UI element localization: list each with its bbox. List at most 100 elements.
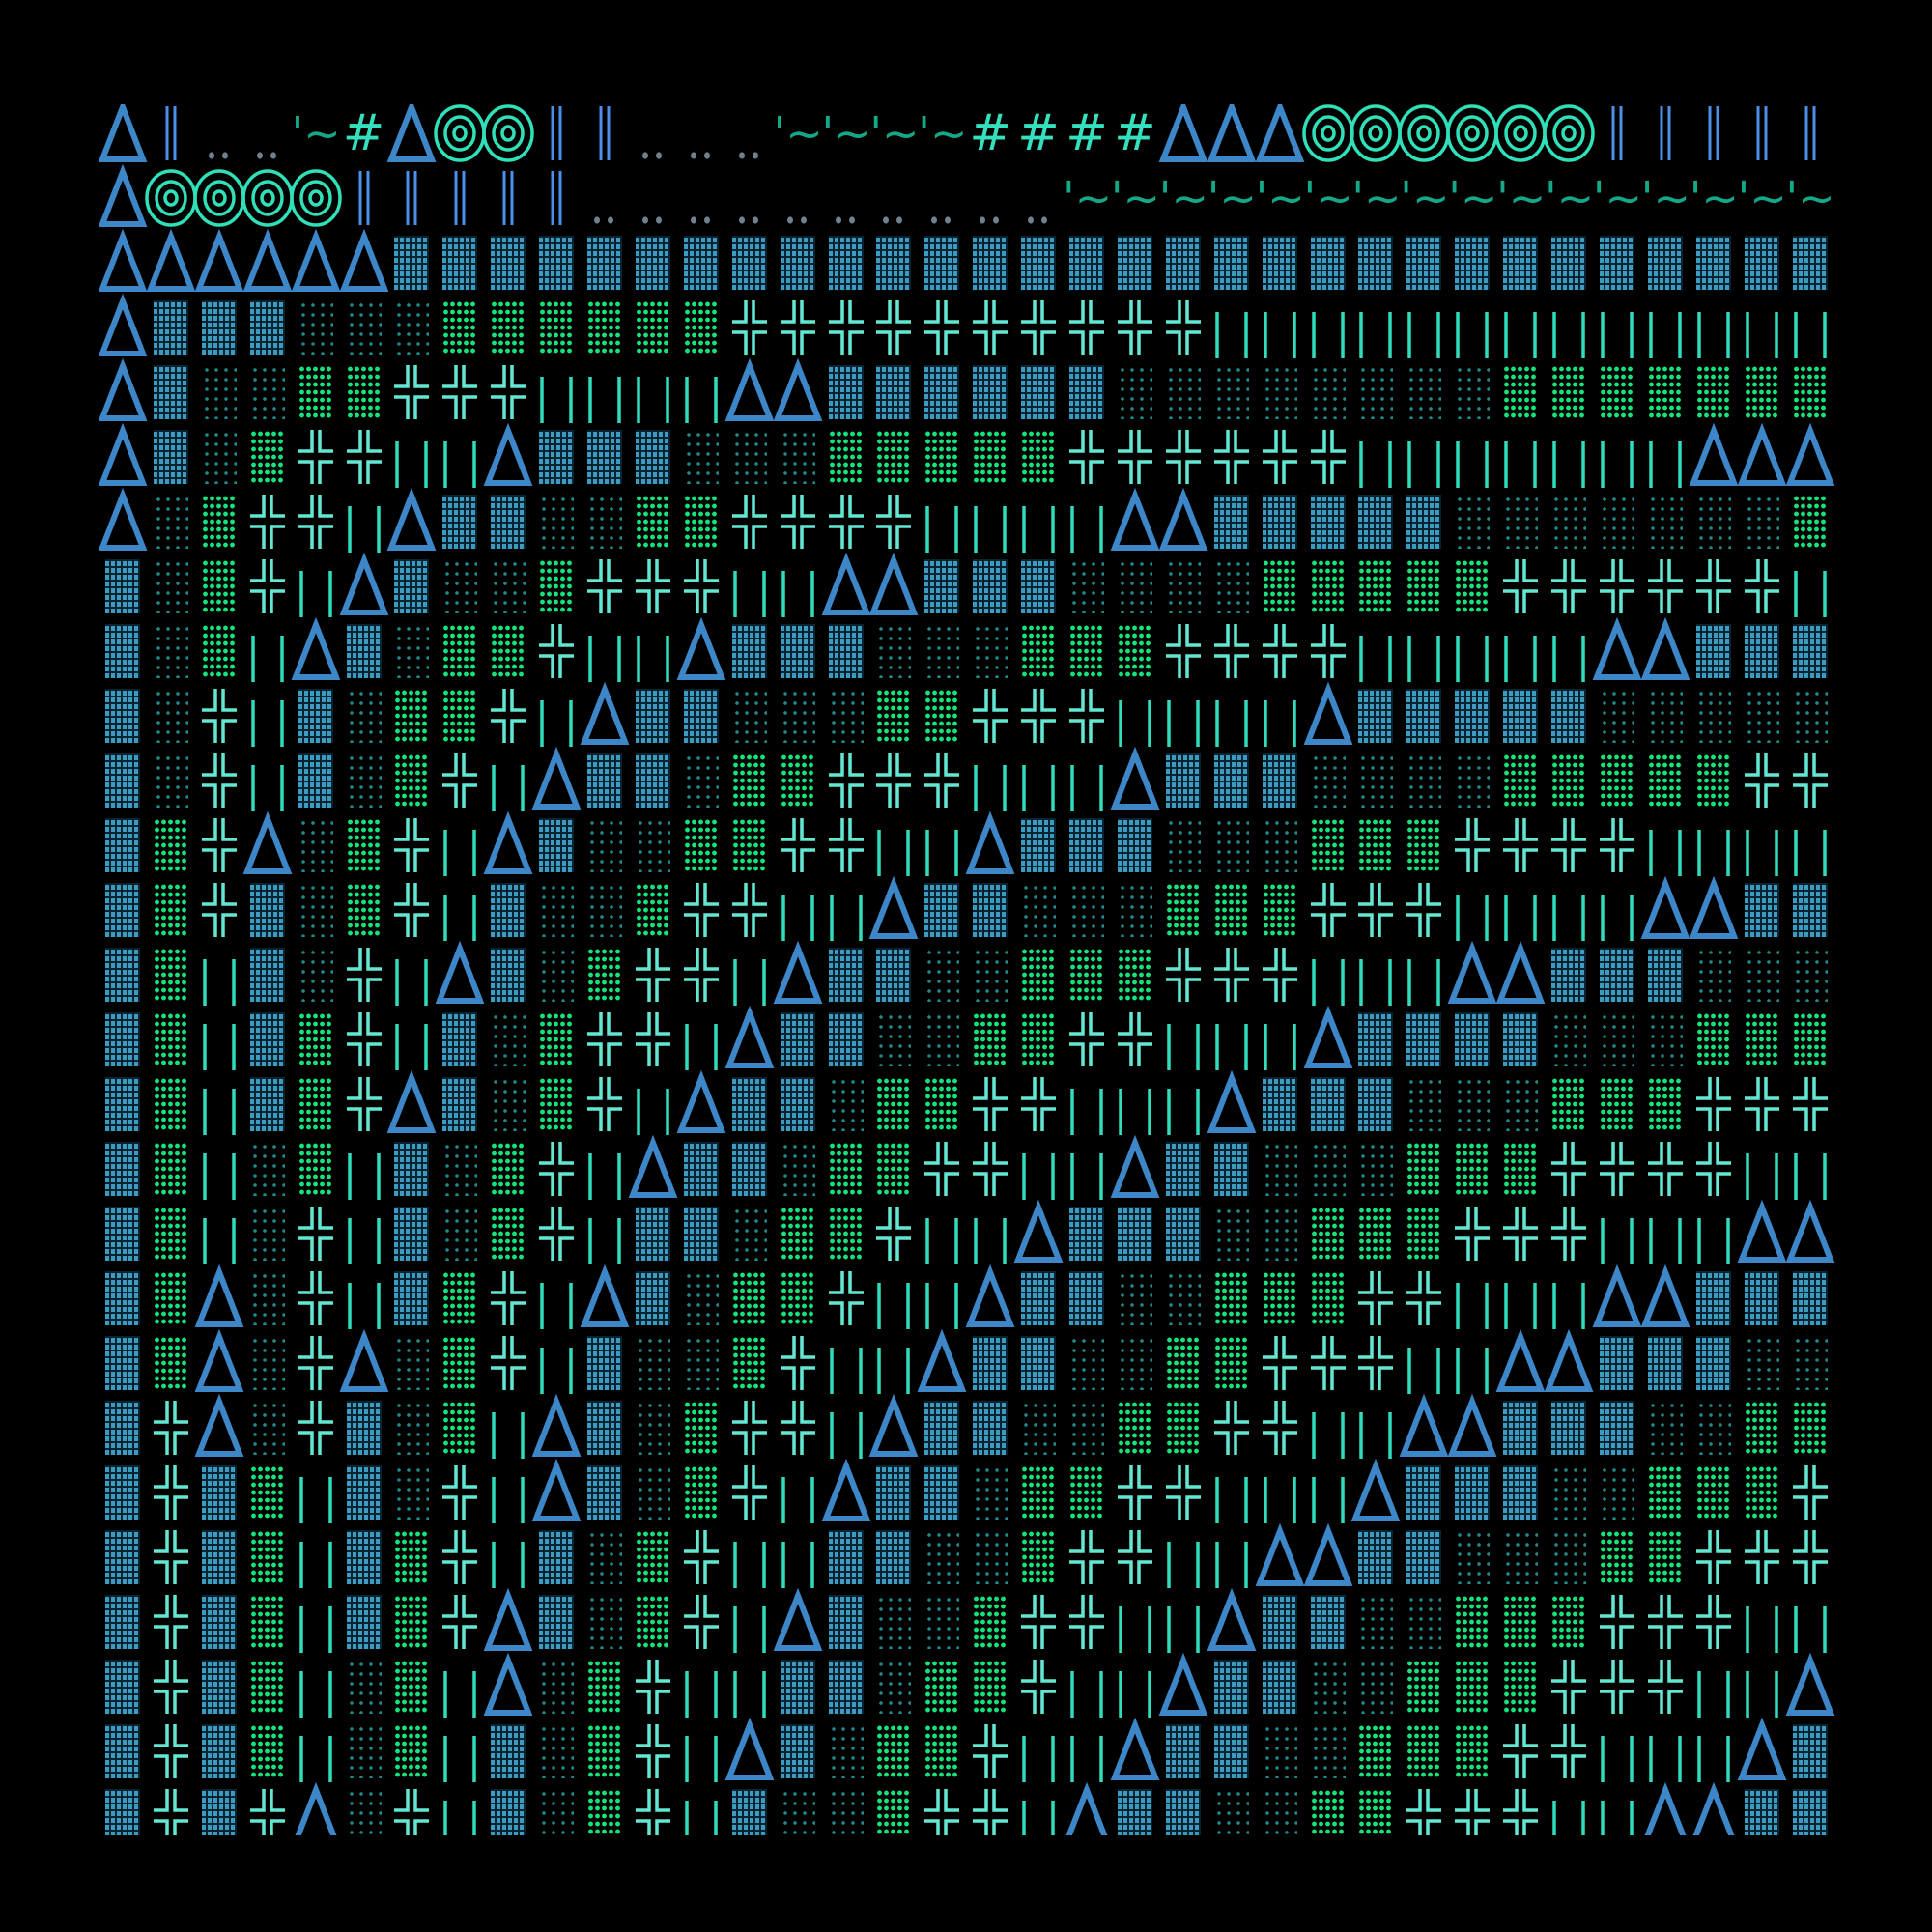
dense-block-fill	[249, 300, 285, 355]
double-cross-icon	[918, 752, 966, 810]
sparse-dots-fill	[1551, 495, 1586, 549]
dense-block-fill	[731, 1077, 767, 1131]
green-dots-fill	[1503, 1660, 1539, 1714]
sparse-dots-fill	[876, 1012, 912, 1066]
double-cross-icon	[581, 557, 629, 615]
sparse-dots-fill	[298, 300, 333, 355]
double-cross-icon	[1159, 298, 1208, 356]
sparse-dots-fill	[1262, 1207, 1297, 1261]
green-dots-icon	[1159, 1399, 1208, 1457]
triangle-icon	[1640, 616, 1690, 680]
vertical-bar-icon	[1448, 881, 1496, 941]
double-cross-icon	[1738, 1528, 1786, 1586]
sparse-dots-fill	[1165, 365, 1201, 419]
dense-block-fill	[1069, 365, 1104, 419]
green-dots-fill	[1310, 559, 1346, 613]
dense-block-icon	[774, 1010, 822, 1068]
vertical-bar-icon	[1256, 298, 1304, 358]
green-dots-fill	[1695, 1012, 1731, 1066]
double-cross-icon	[1641, 1593, 1690, 1651]
sparse-dots-fill	[1358, 753, 1394, 808]
sparse-dots-fill	[1213, 365, 1249, 419]
double-cross-icon	[484, 1269, 532, 1327]
green-dots-fill	[1455, 1724, 1491, 1778]
double-cross-icon	[1738, 557, 1786, 615]
triangle-icon	[1690, 1781, 1738, 1835]
dense-block-icon	[99, 752, 147, 810]
dense-block-fill	[635, 1207, 670, 1261]
double-cross-icon	[436, 752, 484, 810]
green-dots-icon	[1304, 557, 1352, 615]
green-dots-icon	[1738, 1463, 1786, 1521]
vertical-bar-icon	[677, 1658, 725, 1718]
dense-block-icon	[1159, 1787, 1208, 1835]
sparse-dots-icon	[532, 1722, 581, 1780]
sparse-dots-fill	[1262, 818, 1297, 872]
green-dots-icon	[1738, 1010, 1786, 1068]
green-dots-fill	[780, 1271, 815, 1325]
dense-block-fill	[1213, 495, 1249, 549]
dense-block-icon	[1256, 752, 1304, 810]
green-dots-icon	[1496, 1658, 1545, 1716]
tilde-glyph-text: '~	[1207, 172, 1257, 224]
dense-block-fill	[828, 1660, 864, 1714]
green-dots-icon	[387, 1658, 436, 1716]
green-dots-icon	[1641, 1528, 1690, 1586]
dense-block-icon	[1786, 881, 1834, 939]
concentric-rings-icon	[145, 169, 197, 227]
green-dots-fill	[876, 1724, 912, 1778]
triangle-icon	[1641, 1781, 1690, 1835]
dense-block-icon	[1159, 1140, 1208, 1198]
tilde-glyph-text: '~	[1448, 172, 1498, 224]
green-dots-fill	[973, 430, 1009, 484]
dense-block-fill	[1021, 818, 1057, 872]
sparse-dots-fill	[587, 1530, 622, 1584]
triangle-icon	[1063, 1781, 1111, 1835]
concentric-rings-icon	[193, 169, 245, 227]
green-dots-icon	[822, 1140, 870, 1198]
triangle-icon	[1110, 487, 1160, 551]
dense-block-fill	[491, 883, 526, 937]
dense-block-icon	[1256, 234, 1304, 292]
dense-block-fill	[683, 689, 719, 743]
tilde-glyph: '~	[1159, 169, 1208, 227]
green-dots-fill	[1117, 948, 1152, 1002]
dense-block-icon	[484, 493, 532, 551]
sparse-dots-icon	[1738, 493, 1786, 551]
sparse-dots-fill	[587, 818, 622, 872]
dots-icon	[966, 169, 1014, 227]
dense-block-icon	[822, 363, 870, 421]
dense-block-icon	[1208, 234, 1256, 292]
dots-icon	[918, 169, 966, 227]
tilde-glyph: '~	[1448, 169, 1498, 227]
dense-block-icon	[966, 363, 1014, 421]
double-cross-icon	[1063, 1010, 1111, 1068]
dense-block-fill	[731, 1789, 767, 1835]
dense-block-icon	[1208, 1140, 1256, 1198]
sparse-dots-fill	[924, 1595, 960, 1649]
dense-block-fill	[1021, 365, 1057, 419]
dense-block-fill	[1792, 1271, 1828, 1325]
dense-block-icon	[1111, 234, 1159, 292]
green-dots-icon	[243, 1528, 292, 1586]
sparse-dots-icon	[1208, 557, 1256, 615]
green-dots-fill	[731, 1271, 767, 1325]
dense-block-icon	[1014, 1269, 1063, 1327]
dense-block-fill	[1406, 1465, 1442, 1520]
triangle-icon	[1447, 940, 1497, 1004]
dense-block-fill	[780, 1077, 815, 1131]
dense-block-icon	[1448, 234, 1496, 292]
sparse-dots-fill	[394, 624, 430, 678]
green-dots-fill	[394, 1595, 430, 1649]
triangle-icon	[483, 810, 533, 874]
green-dots-icon	[484, 298, 532, 356]
vertical-bar-icon	[1400, 622, 1448, 682]
glyph-row	[99, 1781, 1835, 1835]
vertical-bar-icon	[1159, 687, 1208, 747]
dense-block-icon	[99, 1593, 147, 1651]
sparse-dots-icon	[484, 1075, 532, 1133]
double-cross-icon	[292, 1269, 340, 1327]
green-dots-icon	[581, 946, 629, 1004]
double-cross-icon	[243, 557, 292, 615]
green-dots-icon	[1208, 1269, 1256, 1327]
